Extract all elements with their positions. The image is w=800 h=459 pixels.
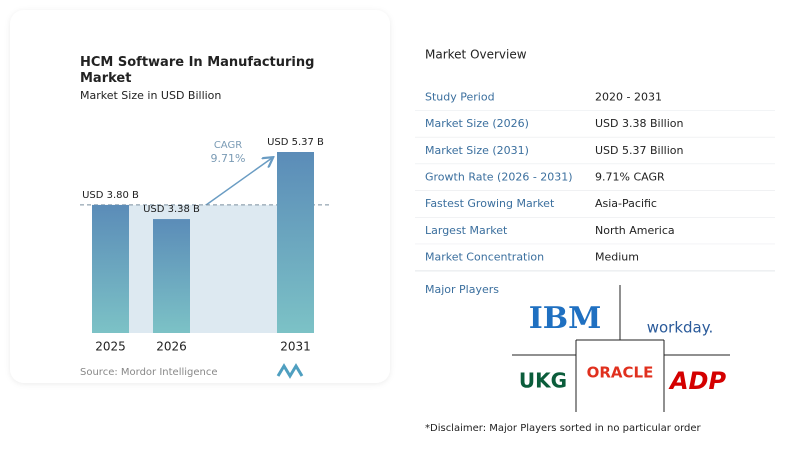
cagr-value: 9.71%	[211, 152, 246, 165]
player-logo: IBM	[529, 301, 602, 336]
chart-title: HCM Software In Manufacturing Market	[80, 55, 319, 86]
source: Source: Mordor Intelligence	[80, 367, 218, 378]
row-label: Market Size (2031)	[425, 144, 529, 157]
value-label: USD 3.80 B	[82, 190, 139, 201]
row-value: North America	[595, 224, 675, 237]
player-grid	[512, 285, 730, 412]
row-value: Medium	[595, 251, 639, 264]
overview-title: Market Overview	[425, 48, 527, 62]
value-label: USD 5.37 B	[267, 137, 324, 148]
table-row	[415, 137, 775, 165]
table-row	[415, 84, 775, 111]
row-value: Asia-Pacific	[595, 197, 657, 210]
disclaimer: *Disclaimer: Major Players sorted in no …	[425, 423, 702, 434]
player-logo: ORACLE	[587, 364, 654, 382]
row-label: Study Period	[425, 90, 495, 103]
x-tick-label: 2025	[95, 340, 126, 354]
x-tick-label: 2031	[280, 340, 311, 354]
row-label: Growth Rate (2026 - 2031)	[425, 170, 573, 183]
player-logo: workday.	[647, 319, 714, 337]
x-tick-label: 2026	[156, 340, 187, 354]
table-row	[415, 190, 775, 218]
row-label: Largest Market	[425, 224, 508, 237]
row-value: USD 5.37 Billion	[595, 144, 683, 157]
bar	[277, 152, 314, 333]
row-label: Market Size (2026)	[425, 117, 529, 130]
table-row	[415, 244, 775, 271]
players-title: Major Players	[425, 283, 499, 296]
row-value: 9.71% CAGR	[595, 170, 665, 183]
bar	[92, 204, 129, 333]
player-logo: UKG	[519, 369, 567, 393]
table-row	[415, 217, 775, 245]
logo	[276, 363, 304, 379]
chart-subtitle: Market Size in USD Billion	[80, 89, 221, 102]
bar	[153, 219, 190, 333]
row-label: Fastest Growing Market	[425, 197, 555, 210]
player-logo: ADP	[668, 367, 726, 395]
value-label: USD 3.38 B	[143, 204, 200, 215]
row-value: USD 3.38 Billion	[595, 117, 683, 130]
row-label: Market Concentration	[425, 251, 544, 264]
table-row	[415, 110, 775, 138]
cagr-label: CAGR	[214, 140, 242, 151]
table-row	[415, 164, 775, 191]
row-value: 2020 - 2031	[595, 90, 662, 103]
